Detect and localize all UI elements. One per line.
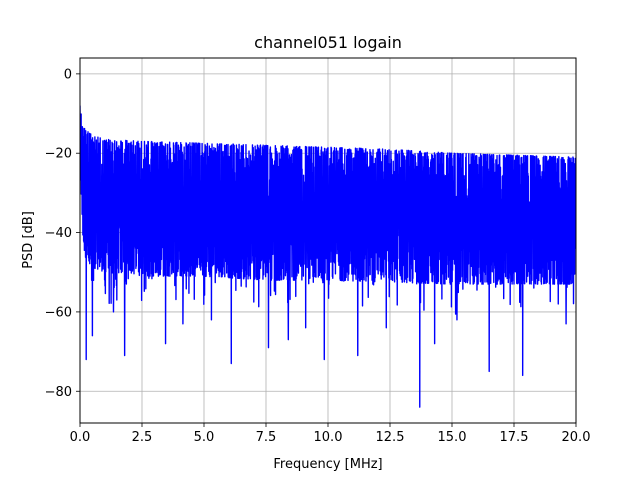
psd-series [80,105,576,408]
y-axis-ticks: 0 −20 −40 −60 −80 [45,67,80,400]
y-tick-label: −60 [45,305,72,320]
x-tick-label: 20.0 [562,430,591,445]
chart-title: channel051 logain [254,33,402,52]
psd-line [80,105,576,408]
x-tick-label: 5.0 [194,430,215,445]
y-tick-label: −40 [45,226,72,241]
x-axis-ticks: 0.0 2.5 5.0 7.5 10.0 12.5 15.0 17.5 20.0 [70,423,591,445]
x-tick-label: 15.0 [438,430,467,445]
y-tick-label: −80 [45,385,72,400]
x-tick-label: 12.5 [376,430,405,445]
x-tick-label: 7.5 [256,430,277,445]
x-tick-label: 10.0 [314,430,343,445]
x-tick-label: 17.5 [500,430,529,445]
x-axis-label: Frequency [MHz] [273,457,382,472]
x-tick-label: 0.0 [70,430,91,445]
y-tick-label: 0 [64,67,72,82]
y-tick-label: −20 [45,147,72,162]
y-axis-label: PSD [dB] [21,211,36,269]
x-tick-label: 2.5 [132,430,153,445]
